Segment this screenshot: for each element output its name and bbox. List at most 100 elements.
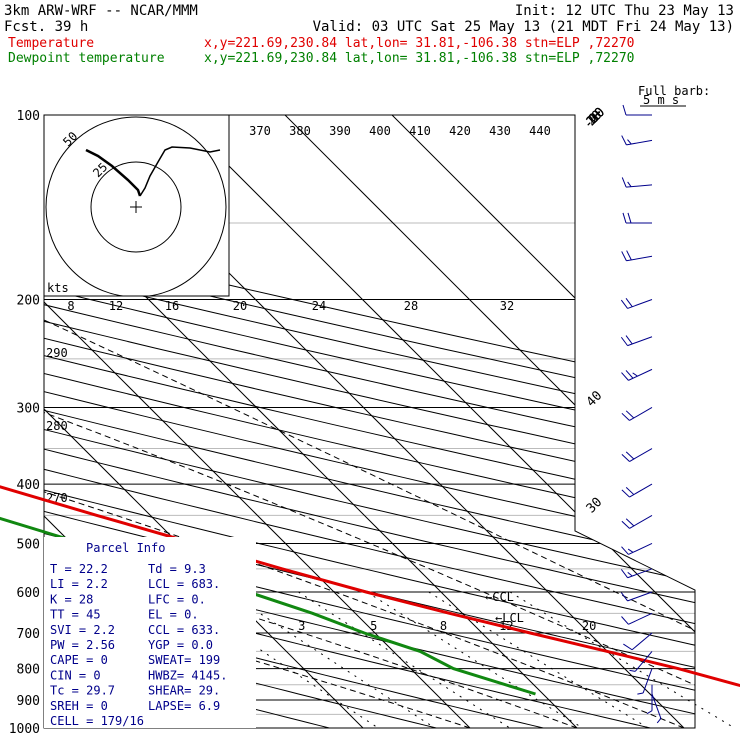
mixing-ratio-label: 3 (298, 619, 305, 633)
wind-barb-staff (629, 514, 653, 529)
pressure-label: 100 (17, 109, 40, 124)
wind-barb-staff (629, 448, 653, 462)
valid-time: Valid: 03 UTC Sat 25 May 13 (21 MDT Fri … (313, 19, 734, 35)
pressure-label: 1000 (9, 722, 40, 737)
parcel-value: CAPE = 0 (50, 653, 108, 667)
wind-barb-flag (620, 592, 628, 602)
wind-barb-flag (629, 669, 636, 672)
wind-barb-flag (627, 548, 634, 553)
dewpoint-label: Dewpoint temperature (8, 51, 165, 66)
wind-barb-staff (628, 543, 653, 555)
wind-barb (621, 407, 653, 421)
wind-barb-flag (656, 718, 662, 724)
wind-barb-flag (627, 571, 633, 577)
wind-barb (623, 632, 653, 651)
wind-barb (621, 448, 653, 462)
dry-adiabat (44, 115, 544, 728)
wind-barb (620, 591, 653, 602)
wind-barb (621, 543, 653, 555)
wind-barb (620, 568, 653, 579)
theta-label: 410 (409, 124, 431, 138)
mixing-ratio-label: 8 (440, 619, 447, 633)
dry-adiabat (44, 115, 695, 728)
dry-adiabat (44, 115, 695, 728)
pressure-label: 400 (17, 478, 40, 493)
parcel-info-panel: Parcel Info T = 22.2 Td = 9.3 LI = 2.2 LCL =… (44, 537, 256, 728)
wind-barb-flag (621, 251, 627, 262)
parcel-value: SWEAT= 199 (148, 653, 220, 667)
parcel-value: SVI = 2.2 (50, 623, 115, 637)
theta-label: 430 (489, 124, 511, 138)
parcel-value: TT = 45 (50, 608, 101, 622)
moist-adiabat (44, 299, 685, 728)
parcel-value: K = 28 (50, 592, 93, 606)
parcel-value: PW = 2.56 (50, 638, 115, 652)
model-title: 3km ARW-WRF -- NCAR/MMM (4, 3, 198, 19)
wind-barb-staff (627, 591, 653, 602)
wind-barb-staff (642, 668, 653, 694)
wind-barb-flag (622, 212, 627, 224)
wind-barb (637, 668, 653, 695)
wind-barb-flag (620, 336, 628, 346)
wind-barb-flag (627, 181, 632, 187)
wind-barb-flag (625, 370, 634, 379)
wind-barb-flag (626, 250, 632, 261)
dry-adiabat (44, 115, 695, 728)
wind-barb-flag (621, 489, 630, 498)
wind-barb (622, 212, 652, 224)
wind-barb-flag (632, 372, 638, 377)
wind-barb-flag (621, 520, 630, 529)
wind-barb (621, 612, 653, 625)
wind-barb-staff (628, 368, 653, 381)
dry-adiabat (44, 115, 695, 728)
dry-adiabat (44, 115, 695, 728)
isotherm-line (284, 115, 695, 728)
mixing-ratio-line (298, 591, 511, 729)
parcel-value: HWBZ= 4145. (148, 668, 227, 682)
pressure-label: 500 (17, 537, 40, 552)
dry-adiabat (44, 115, 695, 728)
wind-barb-flag (621, 546, 629, 555)
wind-barb-flag (621, 616, 629, 625)
parcel-box (44, 537, 256, 728)
dry-adiabat (44, 115, 695, 728)
theta-label: 420 (449, 124, 471, 138)
parcel-title: Parcel Info (86, 541, 165, 555)
pressure-label: 700 (17, 627, 40, 642)
hodograph-ring (90, 161, 182, 253)
pressure-label: 200 (17, 294, 40, 309)
theta-label: 280 (46, 419, 68, 433)
parcel-value: YGP = 0.0 (148, 638, 213, 652)
dry-adiabat (44, 115, 437, 728)
parcel-value: EL = 0. (148, 608, 199, 622)
parcel-value: T = 22.2 (50, 562, 108, 576)
wind-barb (620, 335, 653, 347)
wind-barb-staff (626, 255, 653, 262)
hodograph-speed-label: 16 (165, 299, 179, 313)
isotherm-line (44, 115, 471, 728)
wind-barb-staff (627, 299, 653, 309)
dry-adiabat (44, 115, 651, 728)
parcel-value: LAPSE= 6.9 (148, 699, 220, 713)
wind-barb-staff (631, 632, 653, 651)
hodograph-ring (45, 116, 227, 296)
theta-label: 380 (289, 124, 311, 138)
wind-barb-flag (621, 135, 627, 146)
pressure-label: 800 (17, 663, 40, 678)
parcel-value: LCL = 683. (148, 577, 220, 591)
dewpoint-profile (0, 516, 536, 696)
wind-barb-flag (627, 212, 632, 224)
wind-barb (621, 483, 653, 498)
hodograph-trace (85, 148, 142, 197)
wind-barb-staff (626, 139, 653, 146)
wind-barb-flag (646, 710, 653, 715)
wind-barb (620, 298, 653, 309)
dry-adiabat (44, 115, 695, 728)
parcel-value: CIN = 0 (50, 668, 101, 682)
wind-barb-flag (621, 412, 630, 421)
wind-barb-flag (620, 299, 628, 309)
wind-barb-flag (621, 177, 627, 188)
barb-legend-title: Full barb: (638, 84, 710, 98)
wind-barb-staff (629, 483, 653, 498)
